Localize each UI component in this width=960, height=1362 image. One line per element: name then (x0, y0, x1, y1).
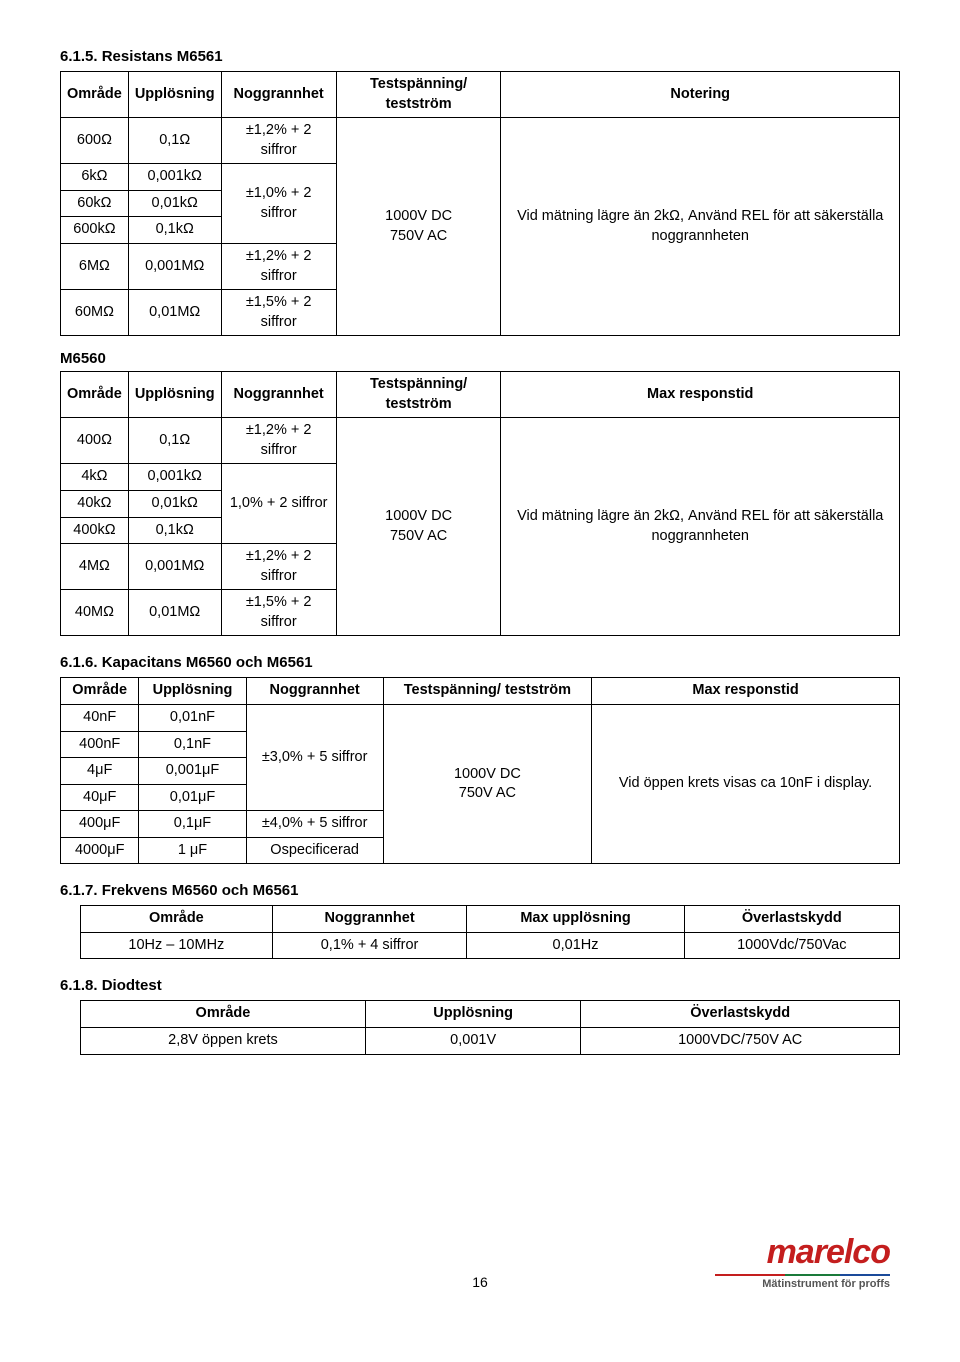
cell: ±3,0% + 5 siffror (246, 704, 383, 810)
cell-note: Vid mätning lägre än 2kΩ, Använd REL för… (501, 418, 900, 636)
logo-tagline: Mätinstrument för proffs (690, 1278, 890, 1290)
cell-note: Vid öppen krets visas ca 10nF i display. (592, 704, 900, 863)
cell: 4000μF (61, 837, 139, 864)
cell: 1 μF (139, 837, 246, 864)
cell: 0,1Ω (128, 118, 221, 164)
cell: ±1,2% + 2 siffror (221, 418, 336, 464)
cell: 4MΩ (61, 544, 129, 590)
cell: 0,01MΩ (128, 590, 221, 636)
col-header: Max responstid (592, 678, 900, 705)
cell: 400kΩ (61, 517, 129, 544)
cell: 0,01kΩ (128, 190, 221, 217)
cell: 0,1Ω (128, 418, 221, 464)
section-m6560-title: M6560 (60, 350, 900, 367)
cell: 0,001kΩ (128, 164, 221, 191)
col-header: Testspänning/ testström (336, 372, 501, 418)
cell: 10Hz – 10MHz (81, 932, 273, 959)
col-header: Upplösning (365, 1001, 580, 1028)
cell-test: 1000V DC 750V AC (336, 118, 501, 336)
cell: 0,001V (365, 1028, 580, 1055)
col-header: Område (81, 1001, 366, 1028)
col-header: Område (61, 678, 139, 705)
cell: 400μF (61, 811, 139, 838)
cell: 0,01nF (139, 704, 246, 731)
cell: 0,001kΩ (128, 464, 221, 491)
cell: 0,1kΩ (128, 517, 221, 544)
col-header: Upplösning (139, 678, 246, 705)
table-616: Område Upplösning Noggrannhet Testspänni… (60, 677, 900, 864)
cell: 6kΩ (61, 164, 129, 191)
cell: 1000Vdc/750Vac (684, 932, 899, 959)
col-header: Noggrannhet (272, 906, 467, 933)
col-header: Noggrannhet (246, 678, 383, 705)
cell: 0,001μF (139, 758, 246, 785)
cell: ±1,2% + 2 siffror (221, 544, 336, 590)
cell: 40nF (61, 704, 139, 731)
cell: 60MΩ (61, 290, 129, 336)
col-header: Område (61, 72, 129, 118)
col-header: Överlastskydd (581, 1001, 900, 1028)
footer: 16 marelco Mätinstrument för proffs (60, 1235, 900, 1290)
cell: 0,01Hz (467, 932, 684, 959)
cell-test: 1000V DC 750V AC (383, 704, 591, 863)
table-617: Område Noggrannhet Max upplösning Överla… (80, 905, 900, 959)
page-number: 16 (472, 1274, 488, 1290)
col-header: Testspänning/ testström (336, 72, 501, 118)
cell: 40kΩ (61, 491, 129, 518)
cell: 40μF (61, 784, 139, 811)
cell: ±1,2% + 2 siffror (221, 118, 336, 164)
col-header: Upplösning (128, 72, 221, 118)
cell: 40MΩ (61, 590, 129, 636)
cell: 6MΩ (61, 243, 129, 289)
logo-text: marelco (690, 1235, 890, 1269)
cell: Ospecificerad (246, 837, 383, 864)
cell: 2,8V öppen krets (81, 1028, 366, 1055)
cell: ±1,5% + 2 siffror (221, 590, 336, 636)
col-header: Noggrannhet (221, 372, 336, 418)
cell: 1000VDC/750V AC (581, 1028, 900, 1055)
cell: 400Ω (61, 418, 129, 464)
section-618-title: 6.1.8. Diodtest (60, 977, 900, 994)
col-header: Upplösning (128, 372, 221, 418)
cell-test: 1000V DC 750V AC (336, 418, 501, 636)
col-header: Överlastskydd (684, 906, 899, 933)
section-617-title: 6.1.7. Frekvens M6560 och M6561 (60, 882, 900, 899)
cell: 0,1μF (139, 811, 246, 838)
cell: ±4,0% + 5 siffror (246, 811, 383, 838)
col-header: Notering (501, 72, 900, 118)
cell: ±1,5% + 2 siffror (221, 290, 336, 336)
cell: 4kΩ (61, 464, 129, 491)
table-m6560: Område Upplösning Noggrannhet Testspänni… (60, 371, 900, 636)
table-618: Område Upplösning Överlastskydd 2,8V öpp… (80, 1000, 900, 1054)
col-header: Testspänning/ testström (383, 678, 591, 705)
cell: 4μF (61, 758, 139, 785)
cell: 0,001MΩ (128, 243, 221, 289)
col-header: Max upplösning (467, 906, 684, 933)
section-616-title: 6.1.6. Kapacitans M6560 och M6561 (60, 654, 900, 671)
logo-bars-icon (690, 1272, 890, 1276)
cell: 0,1kΩ (128, 217, 221, 244)
cell-note: Vid mätning lägre än 2kΩ, Använd REL för… (501, 118, 900, 336)
cell: 0,01MΩ (128, 290, 221, 336)
col-header: Område (81, 906, 273, 933)
cell: 0,01μF (139, 784, 246, 811)
cell: 0,001MΩ (128, 544, 221, 590)
cell: ±1,2% + 2 siffror (221, 243, 336, 289)
col-header: Max responstid (501, 372, 900, 418)
cell: 400nF (61, 731, 139, 758)
col-header: Noggrannhet (221, 72, 336, 118)
cell: 0,01kΩ (128, 491, 221, 518)
table-615: Område Upplösning Noggrannhet Testspänni… (60, 71, 900, 336)
cell: 600kΩ (61, 217, 129, 244)
cell: 600Ω (61, 118, 129, 164)
cell: ±1,0% + 2 siffror (221, 164, 336, 244)
cell: 0,1% + 4 siffror (272, 932, 467, 959)
section-615-title: 6.1.5. Resistans M6561 (60, 48, 900, 65)
col-header: Område (61, 372, 129, 418)
logo: marelco Mätinstrument för proffs (690, 1235, 890, 1290)
cell: 0,1nF (139, 731, 246, 758)
cell: 60kΩ (61, 190, 129, 217)
cell: 1,0% + 2 siffror (221, 464, 336, 544)
